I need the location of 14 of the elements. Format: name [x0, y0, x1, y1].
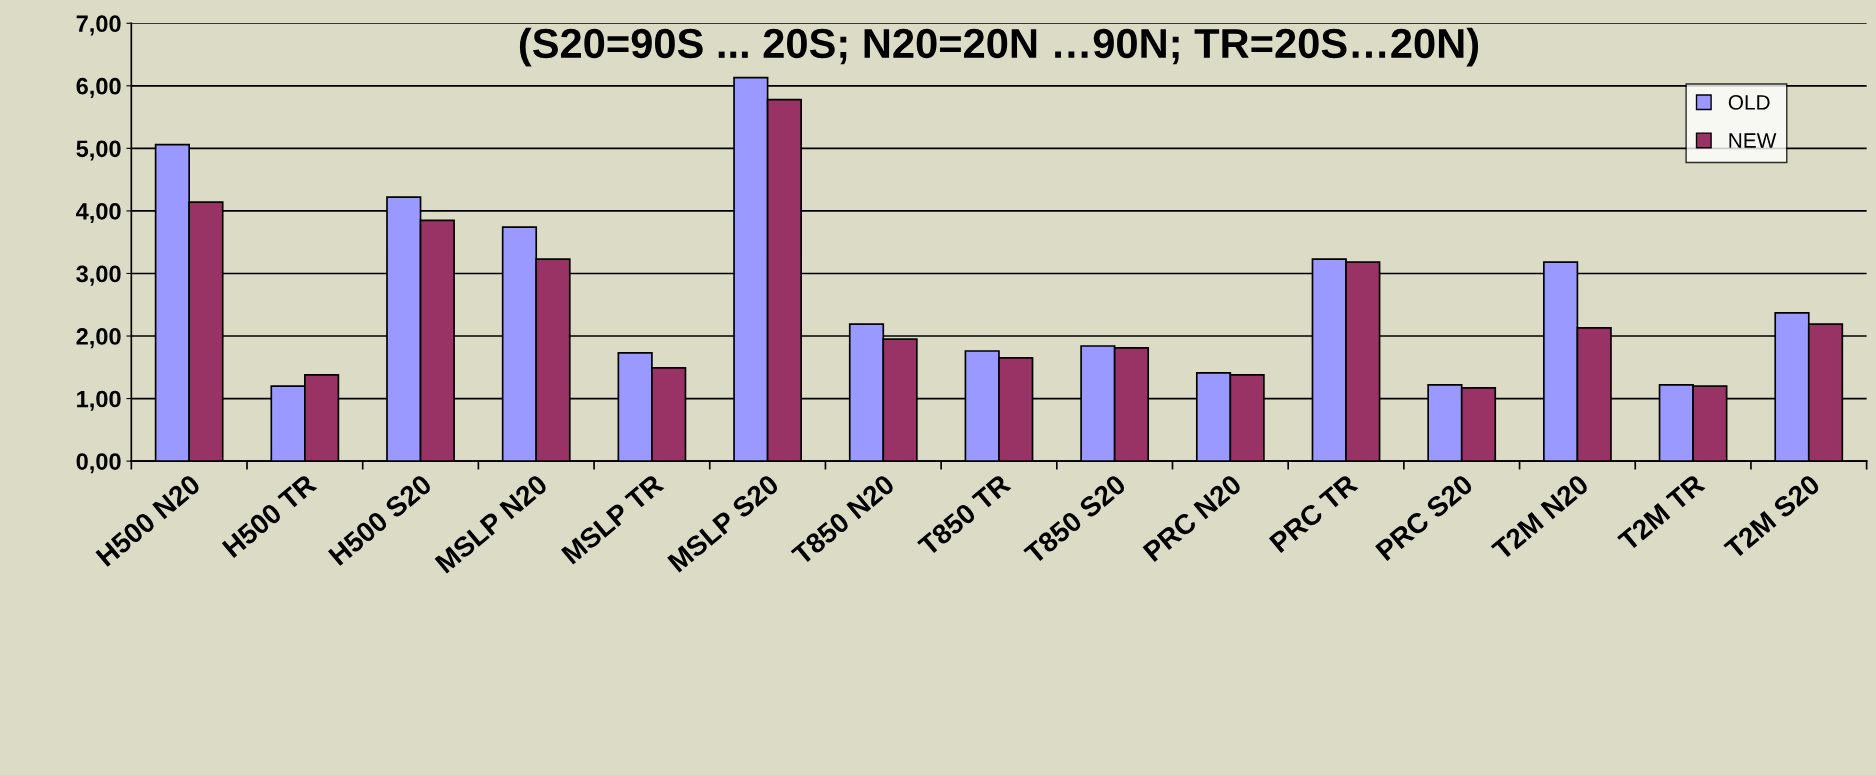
legend-label: OLD [1728, 94, 1770, 110]
x-tick-label: T2M S20 [1723, 473, 1822, 561]
x-tick-label: T2M TR [1616, 473, 1706, 552]
y-tick-label: 5,00 [76, 140, 121, 161]
y-tick-label: 6,00 [76, 77, 121, 99]
x-tick-label: T2M N20 [1490, 473, 1590, 562]
y-tick-label: 1,00 [77, 390, 121, 411]
y-tick-label: 2,00 [76, 328, 121, 349]
y-tick-label: 7,00 [76, 15, 121, 36]
legend-label: NEW [1729, 133, 1777, 148]
y-tick-label: 4,00 [76, 202, 121, 224]
y-tick-label: 3,00 [76, 265, 121, 286]
chart-title: (S20=90S ... 20S; N20=20N …90N; TR=20S…20N) [519, 27, 1479, 67]
y-tick-label: 0,00 [76, 453, 121, 474]
